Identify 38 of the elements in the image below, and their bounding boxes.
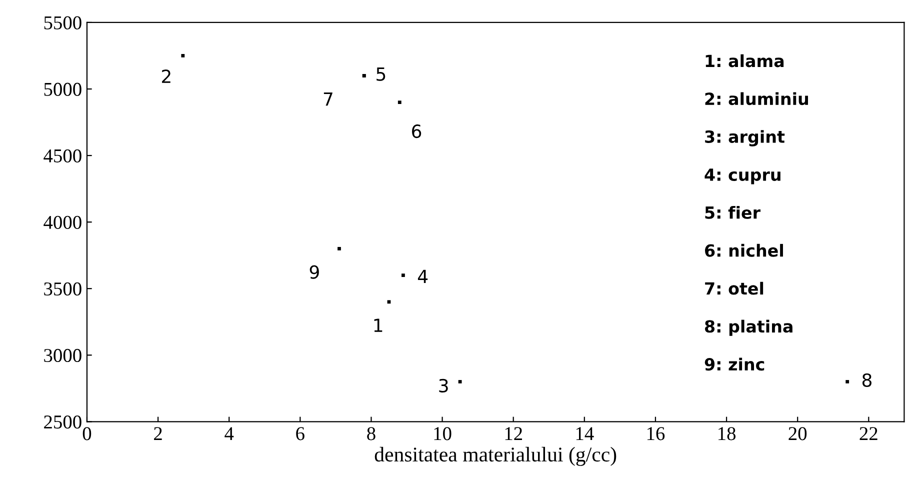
annotation: 6 (412, 124, 422, 138)
annotation: 6: nichel (705, 244, 783, 257)
x-tick-label: 22 (860, 427, 878, 440)
annotation: 9 (310, 265, 319, 279)
y-tick-label: 5000 (44, 82, 82, 96)
x-axis-title: densitatea materialului (g/cc) (374, 446, 616, 466)
x-tick-label: 16 (647, 427, 665, 440)
x-tick-label: 4 (224, 427, 234, 440)
annotation: 3 (439, 378, 448, 393)
y-tick-label: 3500 (44, 282, 82, 296)
x-tick-label: 20 (788, 427, 807, 440)
annotation: 9: zinc (704, 358, 764, 371)
y-tick-label: 4000 (44, 216, 82, 229)
y-tick-label: 4500 (44, 149, 82, 162)
x-tick-label: 2 (154, 427, 162, 440)
x-tick-label: 18 (718, 427, 736, 440)
annotation: 5: fier (705, 206, 760, 219)
y-tick-label: 5500 (44, 16, 82, 30)
annotation: 1: alama (706, 54, 784, 68)
annotation: 5 (376, 68, 386, 81)
annotation: 4: cupru (704, 168, 780, 184)
x-tick-label: 6 (296, 427, 304, 440)
y-tick-label: 2500 (44, 415, 82, 429)
annotation: 1 (374, 318, 382, 332)
x-tick-label: 14 (576, 427, 594, 440)
annotation: 7: otel (705, 282, 764, 295)
annotation: 2 (162, 70, 170, 83)
annotation: 4 (418, 270, 428, 284)
annotation: 7 (324, 92, 332, 106)
annotation: 8 (862, 373, 872, 387)
annotation: 3: argint (705, 130, 785, 146)
annotation: 2: aluminiu (705, 92, 808, 106)
x-tick-label: 10 (434, 427, 452, 440)
x-tick-label: 8 (367, 427, 376, 440)
y-tick-label: 3000 (44, 348, 82, 362)
annotation: 8: platina (704, 320, 792, 336)
x-tick-label: 12 (505, 427, 522, 440)
x-tick-label: 0 (82, 427, 92, 440)
